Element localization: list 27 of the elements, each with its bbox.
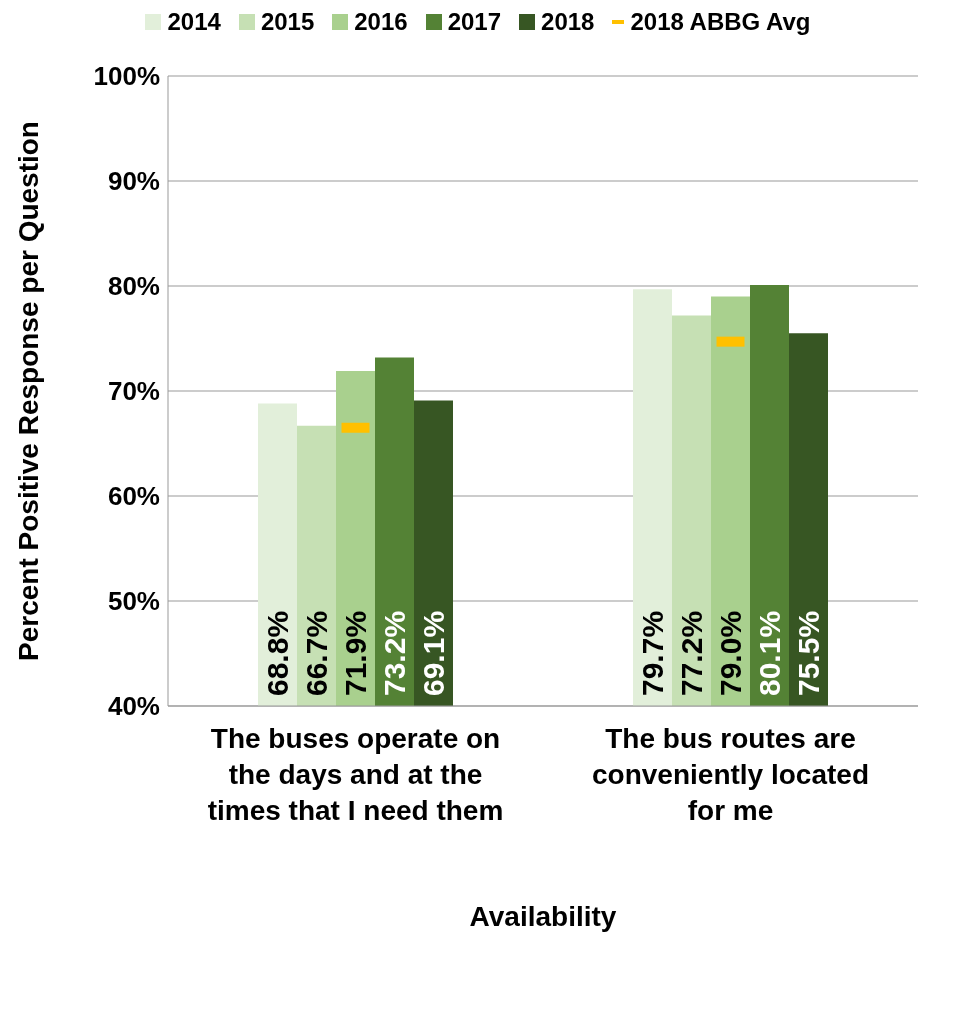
data-label: 79.7% bbox=[636, 610, 669, 696]
x-axis-title: Availability bbox=[469, 901, 617, 932]
y-tick-label: 80% bbox=[107, 271, 160, 302]
data-label: 71.9% bbox=[339, 610, 372, 696]
x-tick-label: The buses operate on the days and at the times that I need them bbox=[207, 723, 504, 826]
legend-label: 2014 bbox=[167, 8, 221, 36]
y-tick-label: 90% bbox=[107, 166, 160, 197]
y-tick-label: 60% bbox=[107, 481, 160, 512]
legend-label: 2017 bbox=[447, 8, 502, 36]
data-label: 80.1% bbox=[753, 610, 786, 696]
y-axis-title: Percent Positive Response per Question bbox=[12, 121, 44, 661]
data-label: 77.2% bbox=[675, 610, 708, 696]
data-label: 66.7% bbox=[300, 610, 333, 696]
legend-label: 2018 ABBG Avg bbox=[630, 8, 811, 36]
y-tick-label: 40% bbox=[107, 691, 160, 722]
data-label: 68.8% bbox=[261, 610, 294, 696]
y-tick-label: 100% bbox=[93, 61, 160, 92]
data-label: 73.2% bbox=[378, 610, 411, 696]
data-label: 79.0% bbox=[714, 610, 747, 696]
y-tick-label: 50% bbox=[107, 586, 160, 617]
legend-label: 2016 bbox=[354, 8, 408, 36]
legend-label: 2018 bbox=[541, 8, 595, 36]
data-label: 75.5% bbox=[792, 610, 825, 696]
y-tick-label: 70% bbox=[107, 376, 160, 407]
legend-label: 2015 bbox=[260, 8, 315, 36]
x-tick-label: The bus routes are conveniently located for me bbox=[592, 723, 869, 826]
data-label: 69.1% bbox=[417, 610, 450, 696]
